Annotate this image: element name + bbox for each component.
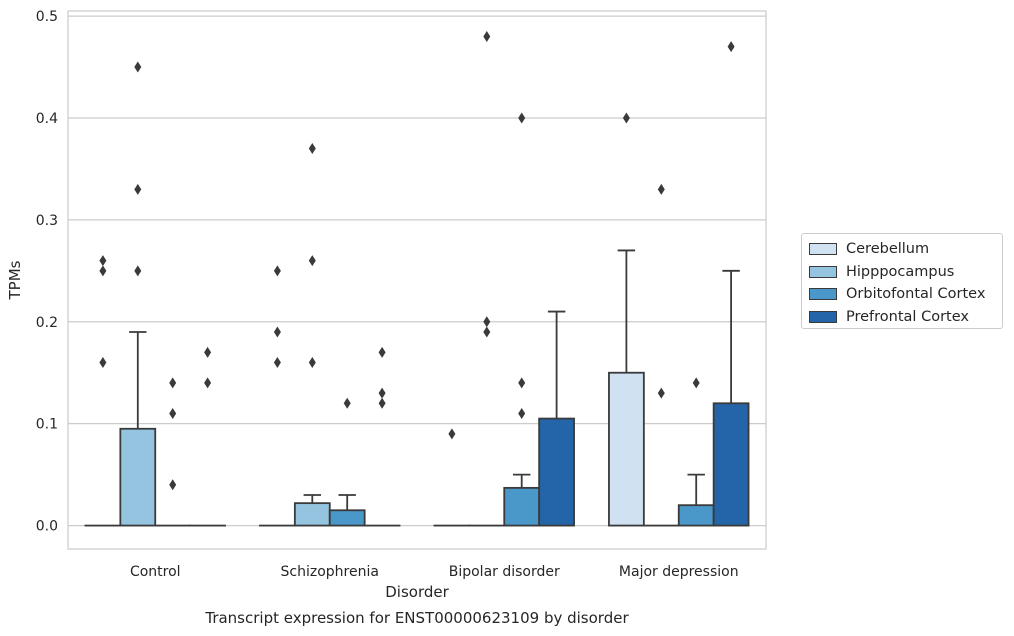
y-tick-label: 0.5 [36,9,58,25]
legend-item: Cerebellum [809,238,1002,261]
outlier-marker [622,112,630,124]
outlier-marker [518,377,526,389]
x-axis-label: Disorder [385,583,449,601]
outlier-marker [134,61,142,73]
outlier-marker [273,265,281,277]
bar [503,486,541,527]
legend-swatch [809,265,837,278]
outlier-marker [518,407,526,419]
outlier-marker [169,479,177,491]
bar [712,402,750,527]
bar [119,427,157,527]
outlier-marker [448,428,456,440]
outlier-marker [378,397,386,409]
outlier-marker [204,377,212,389]
y-tick-label: 0.0 [36,519,58,535]
x-axis-ticks: Control Schizophrenia Bipolar disorder Majo… [130,564,739,580]
outlier-marker [99,255,107,267]
outlier-marker [134,265,142,277]
legend: Cerebellum Hipppocampus Orbitofontal Corte… [801,233,1003,329]
y-axis-label: TPMs [6,260,24,300]
chart-caption: Transcript expression for ENST0000062310… [204,609,629,627]
outlier-marker [169,377,177,389]
legend-label: Hipppocampus [846,263,955,280]
outlier-marker [308,143,316,155]
legend-item: Hipppocampus [809,261,1002,284]
outlier-marker [727,41,735,53]
legend-item: Prefrontal Cortex [809,306,1002,329]
outlier-marker [169,407,177,419]
x-tick-label: Schizophrenia [281,564,379,580]
y-tick-label: 0.4 [36,111,58,127]
bar [538,417,575,527]
plot-area-frame [67,10,767,550]
outlier-marker [378,387,386,399]
legend-item: Orbitofontal Cortex [809,283,1002,306]
outlier-marker [134,183,142,195]
gridlines [68,15,766,527]
y-axis-ticks: 0.0 0.1 0.2 0.3 0.4 0.5 [36,9,58,534]
outlier-marker [378,346,386,358]
outlier-marker [483,316,491,328]
bar [608,371,645,527]
legend-swatch [809,288,837,301]
legend-swatch [809,243,837,256]
y-tick-label: 0.2 [36,315,58,331]
outlier-marker [657,387,665,399]
outlier-marker [308,255,316,267]
outlier-marker [483,30,491,42]
legend-swatch [809,310,837,323]
outlier-marker [518,112,526,124]
outlier-marker [343,397,351,409]
x-tick-label: Control [130,564,181,580]
outlier-marker [692,377,700,389]
y-tick-label: 0.3 [36,213,58,229]
outlier-marker [99,265,107,277]
bars [84,30,750,527]
outlier-marker [204,346,212,358]
bar [328,509,366,527]
legend-label: Cerebellum [846,241,930,258]
legend-label: Orbitofontal Cortex [846,286,986,303]
outlier-marker [657,183,665,195]
x-tick-label: Major depression [619,564,739,580]
outlier-marker [483,326,491,338]
outlier-marker [273,357,281,369]
outlier-marker [308,357,316,369]
x-tick-label: Bipolar disorder [449,564,560,580]
legend-label: Prefrontal Cortex [846,308,969,325]
bar [293,502,331,527]
y-tick-label: 0.1 [36,417,58,433]
bar [677,504,715,527]
outlier-marker [99,357,107,369]
outlier-marker [273,326,281,338]
